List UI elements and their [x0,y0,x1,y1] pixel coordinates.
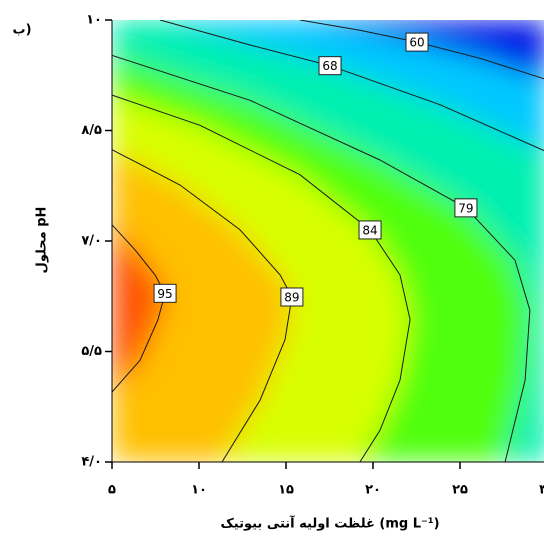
contour-label-box [280,287,304,307]
contour-label: 95 [157,287,172,301]
x-tick-label: ۱۵ [278,483,294,498]
x-tick-label: ۲۰ [365,483,381,498]
y-tick-label: ۴/۰ [81,455,102,470]
x-tick-label: ۵ [108,483,116,498]
y-tick-label: ۵/۵ [81,344,102,359]
color-field [112,20,544,462]
y-tick-label: ۸/۵ [81,123,102,138]
contour-line [112,54,531,462]
panel-label: ب) [12,23,31,38]
x-tick-label: ۲۵ [452,483,468,498]
contour-line [112,94,411,462]
contour-label: 89 [284,290,299,304]
contour-label: 68 [322,59,337,73]
contour-label: 60 [409,36,424,50]
contour-label-box [405,32,429,52]
contour-region [112,149,292,462]
contour-line [112,149,293,462]
contour-label-box [358,220,382,240]
contour-labels: 60 68 79 84 89 95 [153,32,478,307]
contour-label: 79 [458,201,473,215]
axes: ۵ ۱۰ ۱۵ ۲۰ ۲۵ ۳۰ ۴/۰ ۵/۵ ۷/۰ ۸/۵ ۱۰ [81,13,544,498]
plot-area [112,20,544,462]
contour-label: 84 [362,223,377,237]
x-axis-title: غلظت اولیه آنتی بیوتیک (mg L⁻¹) [220,515,439,532]
contour-label-box [153,283,177,303]
contour-region [112,224,166,393]
x-tick-label: ۱۰ [191,483,207,498]
y-tick-label: ۱۰ [86,13,102,28]
y-axis-title: محلول pH [35,207,50,274]
contour-label-box [318,56,342,76]
x-tick-label: ۳۰ [539,483,544,498]
y-tick-label: ۷/۰ [81,234,102,249]
contour-label-box [454,198,478,218]
